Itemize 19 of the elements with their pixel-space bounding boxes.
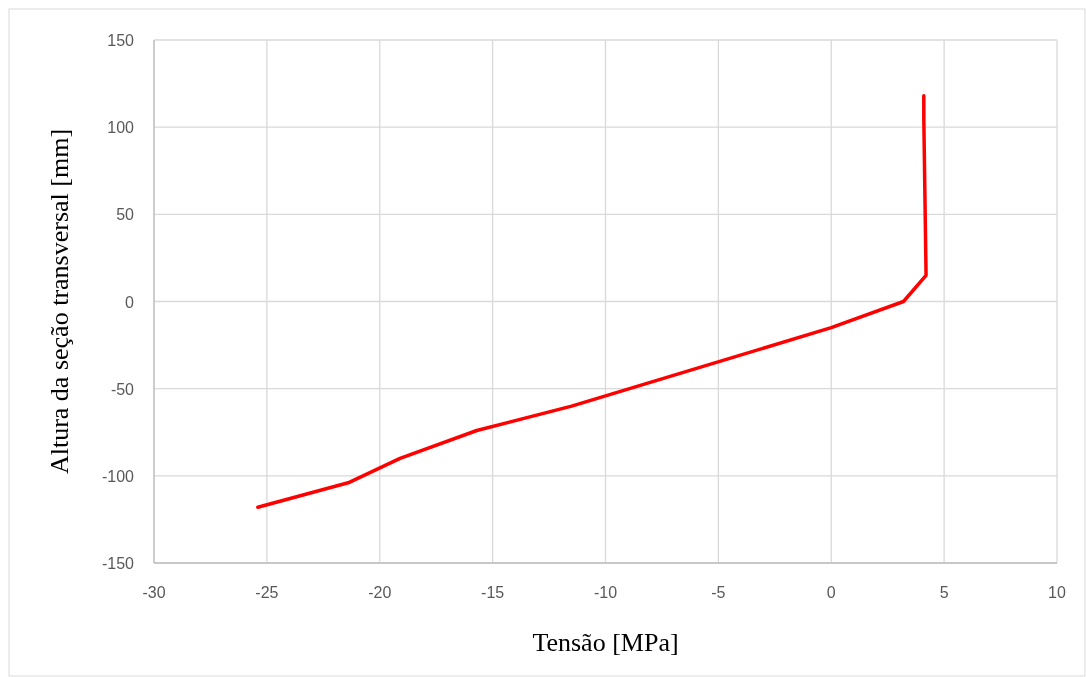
x-tick-label: -30 [142, 584, 166, 601]
x-tick-label: 10 [1048, 584, 1066, 601]
y-tick-label: -50 [110, 380, 135, 398]
x-tick-label: -5 [711, 584, 726, 601]
x-tick-label: 0 [826, 584, 836, 601]
y-tick-label: -100 [101, 467, 135, 485]
y-tick-label: 150 [107, 32, 135, 49]
y-tick-label: -150 [101, 555, 135, 572]
y-tick-label: 0 [125, 293, 135, 311]
x-tick-label: -25 [255, 584, 279, 601]
x-tick-label: -10 [593, 584, 618, 601]
x-tick-label: -20 [368, 584, 392, 601]
x-tick-label: 5 [939, 584, 949, 601]
y-tick-label: 50 [116, 206, 135, 224]
y-axis-title: Altura da seção transversal [mm] [45, 128, 74, 475]
x-axis-title: Tensão [MPa] [532, 628, 679, 657]
x-tick-label: -15 [481, 584, 505, 601]
line-series [256, 94, 928, 509]
y-tick-label: 100 [107, 119, 135, 137]
